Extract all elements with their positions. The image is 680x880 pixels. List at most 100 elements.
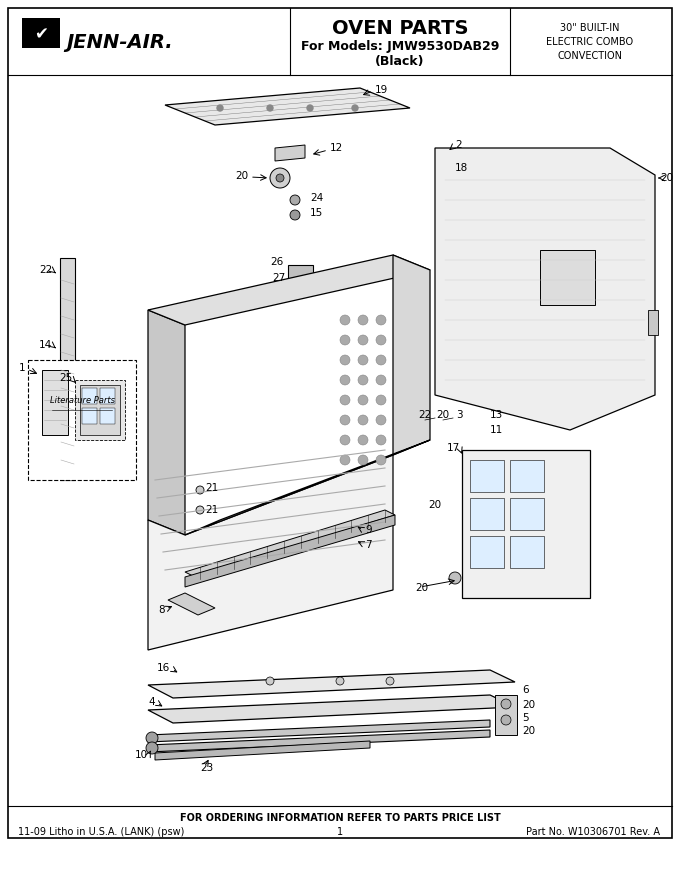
Polygon shape <box>155 741 370 760</box>
Circle shape <box>376 455 386 465</box>
Text: Literature Parts: Literature Parts <box>50 395 114 405</box>
Text: For Models: JMW9530DAB29: For Models: JMW9530DAB29 <box>301 40 499 53</box>
Text: 20: 20 <box>415 583 428 593</box>
Bar <box>648 310 658 335</box>
Polygon shape <box>148 255 430 325</box>
Text: ✔: ✔ <box>34 25 48 43</box>
Text: JENN-AIR.: JENN-AIR. <box>66 33 173 52</box>
Circle shape <box>340 375 350 385</box>
Text: 13: 13 <box>490 410 503 420</box>
Polygon shape <box>393 255 430 455</box>
Text: 26: 26 <box>270 257 284 267</box>
Bar <box>288 265 313 285</box>
Polygon shape <box>148 670 515 698</box>
Circle shape <box>376 335 386 345</box>
Text: 8: 8 <box>158 605 165 615</box>
Text: 20: 20 <box>428 500 441 510</box>
Bar <box>100 388 115 404</box>
Polygon shape <box>148 720 490 742</box>
Circle shape <box>290 195 300 205</box>
Text: 10: 10 <box>135 750 148 760</box>
Circle shape <box>358 375 368 385</box>
Bar <box>510 460 544 492</box>
Text: 12: 12 <box>330 143 343 153</box>
Circle shape <box>358 455 368 465</box>
Polygon shape <box>185 510 395 577</box>
Bar <box>28 360 136 480</box>
Text: 15: 15 <box>310 208 323 218</box>
Text: 20: 20 <box>522 700 535 710</box>
Bar <box>462 450 590 598</box>
Circle shape <box>340 355 350 365</box>
Circle shape <box>449 572 461 584</box>
Polygon shape <box>148 310 185 535</box>
Text: (Black): (Black) <box>375 55 425 68</box>
Circle shape <box>146 742 158 754</box>
Circle shape <box>376 395 386 405</box>
Circle shape <box>340 455 350 465</box>
Text: 18: 18 <box>455 163 469 173</box>
Circle shape <box>376 375 386 385</box>
Bar <box>540 250 595 305</box>
Circle shape <box>352 105 358 111</box>
Circle shape <box>276 174 284 182</box>
Text: 19: 19 <box>375 85 388 95</box>
Circle shape <box>376 435 386 445</box>
Polygon shape <box>168 593 215 615</box>
Circle shape <box>266 677 274 685</box>
Circle shape <box>290 210 300 220</box>
Circle shape <box>501 715 511 725</box>
Bar <box>82 408 97 424</box>
Bar <box>470 498 504 530</box>
Text: Part No. W10306701 Rev. A: Part No. W10306701 Rev. A <box>526 827 660 837</box>
Text: 2: 2 <box>455 140 462 150</box>
Polygon shape <box>275 145 305 161</box>
Text: 6: 6 <box>522 685 528 695</box>
Circle shape <box>376 315 386 325</box>
Text: 1: 1 <box>337 827 343 837</box>
Text: 30" BUILT-IN
ELECTRIC COMBO
CONVECTION: 30" BUILT-IN ELECTRIC COMBO CONVECTION <box>547 23 634 61</box>
Text: 20: 20 <box>436 410 449 420</box>
Text: 14: 14 <box>39 340 52 350</box>
Text: 27: 27 <box>272 273 285 283</box>
Text: 11: 11 <box>490 425 503 435</box>
Text: 23: 23 <box>200 763 214 773</box>
Text: 22: 22 <box>418 410 431 420</box>
Bar <box>510 498 544 530</box>
Circle shape <box>340 335 350 345</box>
Bar <box>22 18 60 48</box>
Circle shape <box>340 435 350 445</box>
Polygon shape <box>185 515 395 587</box>
Polygon shape <box>185 440 430 535</box>
Text: 20: 20 <box>660 173 673 183</box>
Circle shape <box>196 486 204 494</box>
Text: 20: 20 <box>522 726 535 736</box>
Circle shape <box>146 732 158 744</box>
Text: 16: 16 <box>157 663 170 673</box>
Text: 24: 24 <box>310 193 323 203</box>
Circle shape <box>267 105 273 111</box>
Bar <box>510 536 544 568</box>
Circle shape <box>358 355 368 365</box>
Bar <box>495 695 517 735</box>
Circle shape <box>358 415 368 425</box>
Bar <box>470 536 504 568</box>
Text: OVEN PARTS: OVEN PARTS <box>332 18 469 38</box>
Text: 5: 5 <box>522 713 528 723</box>
Circle shape <box>336 677 344 685</box>
Bar <box>100 408 115 424</box>
Bar <box>82 388 97 404</box>
Text: 21: 21 <box>205 483 218 493</box>
Circle shape <box>376 355 386 365</box>
Text: 21: 21 <box>205 505 218 515</box>
Polygon shape <box>148 695 515 723</box>
Text: 7: 7 <box>365 540 372 550</box>
Circle shape <box>358 395 368 405</box>
Circle shape <box>270 168 290 188</box>
Text: 20: 20 <box>235 171 248 181</box>
Circle shape <box>376 415 386 425</box>
Polygon shape <box>148 730 490 752</box>
Text: FOR ORDERING INFORMATION REFER TO PARTS PRICE LIST: FOR ORDERING INFORMATION REFER TO PARTS … <box>180 813 500 823</box>
Polygon shape <box>165 88 410 125</box>
Circle shape <box>501 699 511 709</box>
